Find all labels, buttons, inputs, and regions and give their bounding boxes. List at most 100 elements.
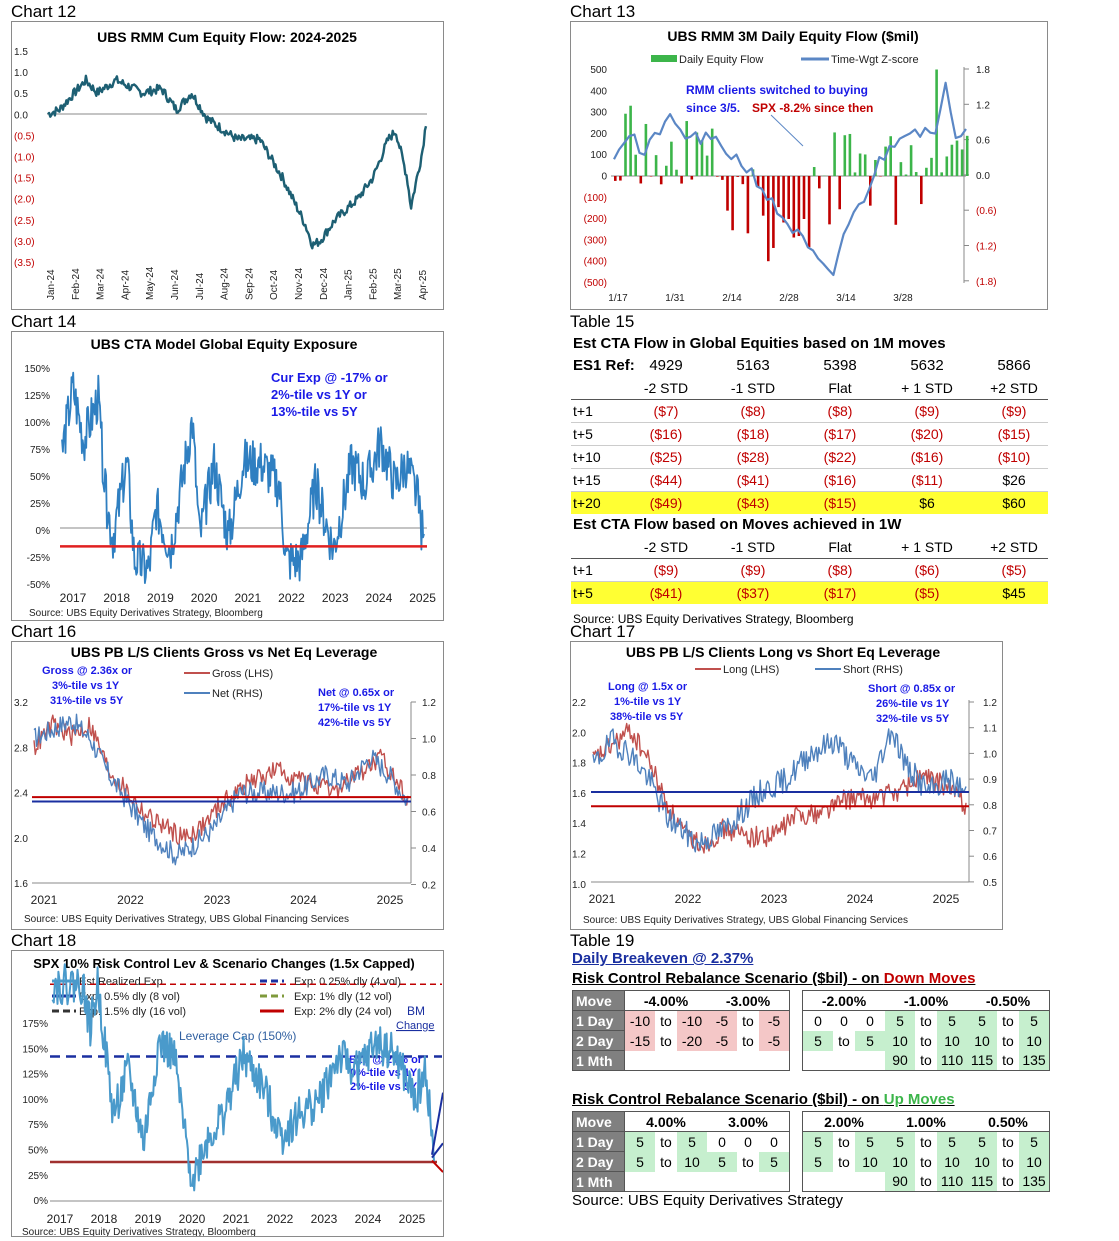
y-tick-label: 0.6	[422, 808, 436, 819]
scenario-to: to	[997, 1172, 1019, 1192]
gross-net-leverage-chart: UBS PB L/S Clients Gross vs Net Eq Lever…	[12, 642, 443, 929]
scenario-to: to	[737, 1152, 759, 1172]
x-tick-label: 2/28	[779, 293, 799, 304]
y-tick-label: 500	[590, 65, 607, 76]
x-tick-label: 2021	[223, 1212, 250, 1226]
scenario-high: 5	[937, 1011, 967, 1031]
table-cell: 4929	[626, 355, 706, 377]
move-value: -4.00%	[625, 991, 708, 1011]
x-tick-label: 2020	[191, 591, 218, 605]
scenario-low: 10	[885, 1031, 915, 1051]
scenario-low: 90	[885, 1172, 915, 1192]
move-value: 3.00%	[707, 1112, 790, 1132]
chart-14-panel: UBS CTA Model Global Equity Exposure Cur…	[11, 331, 444, 621]
y-tick-label: 1.8	[976, 65, 990, 76]
table-cell: ($37)	[713, 582, 793, 604]
row-label: t+5	[573, 582, 593, 604]
scenario-to: to	[997, 1031, 1019, 1051]
table-cell: ($9)	[887, 400, 967, 422]
move-value: -2.00%	[803, 991, 886, 1011]
scenario-high: 10	[937, 1031, 967, 1051]
risk-control-leverage-chart: SPX 10% Risk Control Lev & Scenario Chan…	[12, 951, 443, 1236]
table-cell: ($10)	[974, 446, 1054, 468]
scenario-high: 10	[937, 1152, 967, 1172]
row-label: 2 Day	[573, 1031, 625, 1051]
source: Source: UBS Equity Derivatives Strategy,…	[24, 914, 349, 925]
y-tick-label: 1.2	[572, 850, 586, 861]
gap	[790, 1051, 803, 1071]
scenario-low: -10	[625, 1011, 656, 1031]
move-value: 0.50%	[967, 1112, 1050, 1132]
legend-label: Exp: 0.5% dly (8 vol)	[79, 991, 180, 1003]
table-title: Est CTA Flow in Global Equities based on…	[573, 333, 946, 355]
x-tick-label: 2024	[366, 591, 393, 605]
scenario-low	[707, 1051, 737, 1071]
bar-daily-flow	[803, 176, 806, 219]
row-label: t+15	[573, 469, 601, 491]
bar-daily-flow	[777, 176, 780, 207]
chart-title: UBS RMM Cum Equity Flow: 2024-2025	[97, 29, 357, 45]
annotation: 32%-tile vs 5Y	[876, 713, 950, 725]
x-tick-label: Dec-24	[319, 267, 330, 300]
legend-swatch-flow	[651, 55, 677, 62]
bar-daily-flow	[711, 129, 714, 176]
scenario-low: 0	[803, 1011, 834, 1031]
scenario-high: 135	[1019, 1051, 1050, 1071]
row-label: t+20	[573, 492, 601, 514]
table-cell: $26	[974, 469, 1054, 491]
table-row: t+5($16)($18)($17)($20)($15)	[571, 423, 1048, 446]
bar-daily-flow	[798, 176, 801, 236]
bar-daily-flow	[900, 162, 903, 176]
scenario-to: to	[655, 1152, 677, 1172]
scenario-low: -5	[707, 1031, 737, 1051]
scenario-to: to	[655, 1011, 677, 1031]
source: Source: UBS Equity Derivatives Strategy,…	[573, 608, 854, 630]
table-cell: 5163	[713, 355, 793, 377]
bar-daily-flow	[895, 176, 898, 225]
bar-daily-flow	[706, 156, 709, 176]
down-moves-table: Move-4.00%-3.00%-2.00%-1.00%-0.50%1 Day-…	[572, 990, 1112, 1071]
scenario-low: 5	[803, 1152, 834, 1172]
row-label: 1 Mth	[573, 1051, 625, 1071]
y-tick-label: 100%	[24, 418, 50, 429]
row-label: t+1	[573, 400, 593, 422]
y-tick-label: 0.7	[983, 827, 997, 838]
y-tick-label: (400)	[584, 257, 607, 268]
table-cell: ($41)	[626, 582, 706, 604]
scenario-to	[737, 1172, 759, 1192]
x-tick-label: Apr-25	[418, 270, 429, 300]
y-tick-label: 1.6	[572, 789, 586, 800]
scenario-low: 5	[625, 1152, 656, 1172]
bar-daily-flow	[920, 176, 923, 204]
bar-daily-flow	[691, 176, 694, 180]
scenario-high: 110	[937, 1051, 967, 1071]
title-text: Risk Control Rebalance Scenario ($bil) -…	[572, 970, 884, 987]
x-tick-label: 2025	[377, 893, 404, 907]
annotation: 17%-tile vs 1Y	[318, 702, 392, 714]
bar-daily-flow	[956, 141, 959, 176]
table-cell: ($17)	[800, 582, 880, 604]
move-header: Move	[573, 991, 625, 1011]
chart-18-label: Chart 18	[11, 931, 76, 951]
y-tick-label: (0.6)	[976, 206, 997, 217]
table-19: Daily Breakeven @ 2.37% Risk Control Reb…	[572, 950, 1112, 1212]
y-tick-label: 50%	[30, 472, 50, 483]
bar-daily-flow	[838, 176, 841, 209]
y-tick-label: 2.0	[572, 728, 586, 739]
x-tick-label: May-24	[145, 266, 156, 300]
x-tick-label: 2/14	[722, 293, 742, 304]
y-tick-label: (1.8)	[976, 277, 997, 288]
y-tick-label: 300	[590, 108, 607, 119]
x-tick-label: 2025	[409, 591, 436, 605]
y-tick-label: 0.5	[14, 89, 28, 100]
y-tick-label: 0.5	[983, 878, 997, 889]
table-cell: ($49)	[626, 492, 706, 514]
down-title: Risk Control Rebalance Scenario ($bil) -…	[572, 970, 1112, 990]
y-tick-label: 3.2	[14, 698, 28, 709]
bar-daily-flow	[844, 135, 847, 176]
scenario-to: to	[737, 1011, 759, 1031]
y-tick-label: 1.5	[14, 47, 28, 58]
table-row: t+20($49)($43)($15)$6$60	[571, 492, 1048, 514]
y-tick-label: 125%	[24, 391, 50, 402]
